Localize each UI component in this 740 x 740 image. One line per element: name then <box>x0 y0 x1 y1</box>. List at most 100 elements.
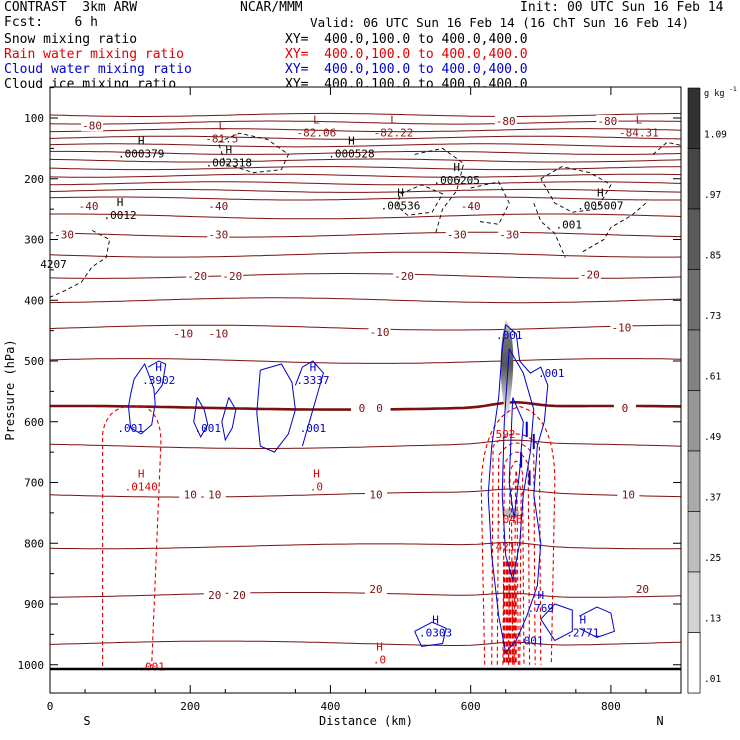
isotherm-line <box>50 213 682 220</box>
high-marker: H <box>580 613 587 626</box>
cloud-water-contour <box>221 397 237 442</box>
isotherm-label: 10 <box>622 489 635 502</box>
plot-area <box>50 87 681 693</box>
extremum-value: .2771 <box>566 626 599 639</box>
extremum-value: -81.5 <box>205 132 238 145</box>
snow-contour <box>414 147 465 234</box>
low-marker: L <box>218 119 225 132</box>
extremum-value: .0140 <box>125 481 158 494</box>
extremum-value: .002318 <box>206 157 252 170</box>
extremum-value: -82.22 <box>374 126 414 139</box>
extremum-value: .3337 <box>296 374 329 387</box>
isotherm-label: -80 <box>597 115 617 128</box>
contour-value-label: .001 <box>138 661 165 674</box>
snow-contour <box>533 202 566 258</box>
isotherm-label: -10 <box>208 328 228 341</box>
x-tick-label: 0 <box>47 700 54 713</box>
snow-contour <box>396 184 444 216</box>
colorbar-cell <box>687 148 701 210</box>
high-marker: H <box>453 161 460 174</box>
isotherm-line <box>50 128 682 133</box>
isotherm-label: -10 <box>173 328 193 341</box>
field-label-rain: Rain water mixing ratio <box>4 47 185 62</box>
isotherm-label-bg <box>365 488 388 501</box>
isotherm-line <box>49 120 682 125</box>
contour-value-label: 4207 <box>40 258 67 271</box>
colorbar-cell <box>687 571 701 633</box>
cloud-water-contour <box>414 621 447 648</box>
isotherm-line <box>49 143 681 148</box>
colorbar-cell <box>687 450 701 512</box>
y-tick-label: 1000 <box>18 659 45 672</box>
colorbar-label: .61 <box>704 371 721 382</box>
extremum-value: .000379 <box>118 148 164 161</box>
isotherm-label: 20 <box>208 589 221 602</box>
contour-value-label: .001 <box>300 422 327 435</box>
cloud-water-contour <box>487 324 549 654</box>
colorbar-unit-exponent: -1 <box>729 85 737 93</box>
field-xy-cloud-water: XY= 400.0,100.0 to 400.0,400.0 <box>285 62 528 77</box>
convective-cell-shading <box>500 318 514 422</box>
isotherm-label: -30 <box>447 229 467 242</box>
isotherm-label-bg <box>350 401 373 414</box>
isotherm-label-bg <box>610 321 633 334</box>
extremum-value: -84.31 <box>619 126 659 139</box>
colorbar-label: .13 <box>704 613 721 624</box>
cloud-water-contour <box>579 606 615 638</box>
low-marker: L <box>313 113 320 126</box>
extremum-value: .769 <box>528 602 555 615</box>
isotherm-line <box>49 358 682 364</box>
isotherm-label-bg <box>459 200 482 213</box>
model-title: CONTRAST 3km ARW <box>4 0 138 15</box>
extremum-value: .000528 <box>328 148 374 161</box>
y-tick-label: 800 <box>24 537 44 550</box>
extremum-value: .0 <box>373 654 386 667</box>
contour-value-label: .001 <box>556 218 583 231</box>
extremum-value: .005007 <box>577 199 623 212</box>
isotherm-line <box>49 196 681 201</box>
low-marker: L <box>390 113 397 126</box>
x-axis-label: Distance (km) <box>319 714 413 728</box>
contour-value-label: .001 <box>538 367 565 380</box>
colorbar-cell <box>687 269 701 331</box>
y-axis-label: Pressure (hPa) <box>3 339 17 440</box>
isotherm-label-bg <box>617 488 640 501</box>
isotherm-label-bg <box>445 228 468 241</box>
contour-value-label: .001 <box>195 422 222 435</box>
extremum-value: .006205 <box>433 174 479 187</box>
y-tick-label: 600 <box>24 416 44 429</box>
high-marker: H <box>537 589 544 602</box>
isotherm-label: 20 <box>233 589 246 602</box>
extremum-value: .0 <box>310 481 323 494</box>
colorbar-label: .49 <box>704 432 721 443</box>
isotherm-label-bg <box>53 228 76 241</box>
contour-value-label: .592 <box>489 428 516 441</box>
isotherm-line <box>49 439 682 449</box>
isotherm-label-bg <box>81 119 104 132</box>
colorbar-label: 1.09 <box>704 129 727 140</box>
snow-contour <box>470 181 510 225</box>
high-marker: H <box>310 361 317 374</box>
cloud-water-contour <box>294 360 324 447</box>
high-marker: H <box>138 135 145 148</box>
colorbar-label: .73 <box>704 311 721 322</box>
extremum-value: .00536 <box>381 199 421 212</box>
snow-contour <box>582 202 647 253</box>
isotherm-label: 10 <box>369 489 382 502</box>
isotherm-label: -30 <box>208 229 228 242</box>
x-end-north: N <box>656 714 663 728</box>
high-marker: H <box>597 186 604 199</box>
isotherm-label: 0 <box>622 402 629 415</box>
colorbar-label: .25 <box>704 553 721 564</box>
valid-time: Valid: 06 UTC Sun 16 Feb 14 (16 ChT Sun … <box>310 15 690 30</box>
snow-contour <box>540 166 612 213</box>
y-tick-label: 500 <box>24 355 44 368</box>
colorbar-label: .97 <box>704 190 721 201</box>
isotherm-label: 10 <box>184 489 197 502</box>
isotherm-label-bg <box>368 325 391 338</box>
high-marker: H <box>155 361 162 374</box>
high-marker: H <box>348 135 355 148</box>
extremum-value: .0012 <box>104 209 137 222</box>
colorbar-cell <box>687 390 701 452</box>
